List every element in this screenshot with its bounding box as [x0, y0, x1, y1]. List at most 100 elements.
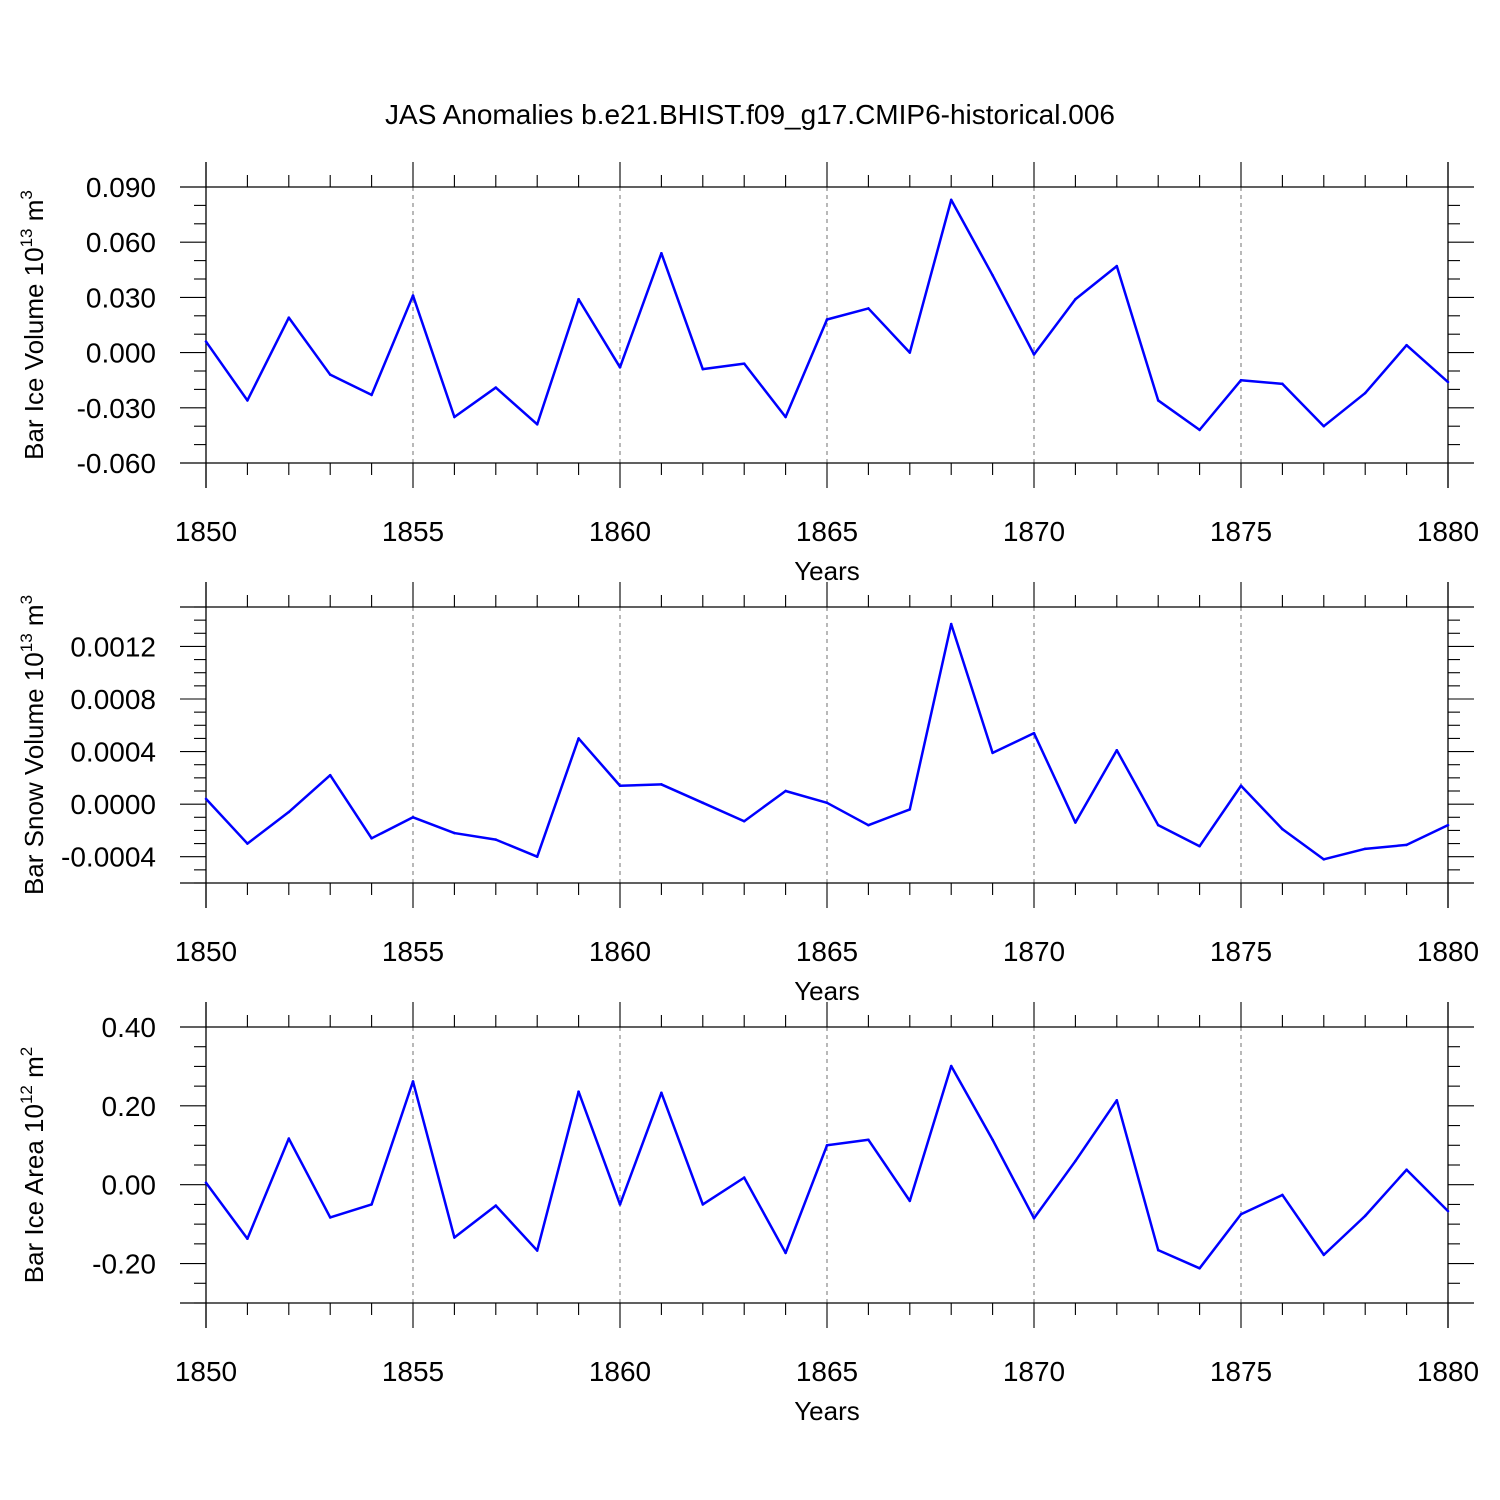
data-point	[825, 801, 829, 805]
series-line-segment	[204, 340, 249, 402]
data-point	[1032, 353, 1036, 356]
series-line-segment	[908, 622, 953, 811]
x-tick-label: 1880	[1417, 936, 1479, 967]
series-line-segment	[949, 622, 994, 755]
data-point	[701, 1203, 704, 1206]
series-line-segment	[1032, 297, 1077, 356]
data-point	[246, 842, 249, 845]
series-line-segment	[618, 1091, 663, 1206]
data-point	[453, 415, 456, 419]
data-point	[991, 1138, 994, 1141]
series-line-segment	[1239, 378, 1284, 386]
series-line-segment	[660, 251, 705, 371]
data-point	[287, 810, 290, 814]
series-line-segment	[370, 294, 415, 397]
series-line-segment	[867, 1138, 912, 1203]
series-line-segment	[825, 307, 870, 321]
data-point	[1281, 827, 1284, 831]
data-point	[1405, 1168, 1408, 1171]
series-line-segment	[991, 1138, 1036, 1220]
data-point	[1405, 344, 1408, 347]
x-tick-label: 1880	[1417, 516, 1479, 547]
series-line-segment	[867, 307, 912, 354]
series-line-segment	[287, 316, 332, 376]
series-line-segment	[742, 1176, 787, 1255]
data-point	[1074, 1159, 1077, 1163]
data-point	[1198, 845, 1201, 848]
x-tick-label: 1870	[1003, 1356, 1065, 1387]
x-tick-label: 1850	[175, 1356, 237, 1387]
data-point	[494, 386, 497, 389]
figure-title: JAS Anomalies b.e21.BHIST.f09_g17.CMIP6-…	[385, 99, 1115, 130]
series-line-segment	[825, 801, 870, 827]
x-tick-label: 1880	[1417, 1356, 1479, 1387]
panel-3: -0.20 0.00 0.20 0.40 1850 1855 1860 1865 1870 187…	[17, 1002, 1479, 1426]
data-point	[329, 774, 332, 777]
data-point	[867, 1138, 870, 1141]
data-point	[825, 318, 829, 321]
y-tick-label: 0.0012	[70, 631, 156, 662]
data-point	[908, 351, 911, 354]
series-line-segment	[1074, 749, 1119, 824]
series-line-segment	[535, 297, 580, 426]
data-point	[577, 298, 580, 301]
series-line-segment	[1032, 731, 1077, 824]
series-line-segment	[660, 783, 705, 805]
series-line-segment	[742, 362, 787, 419]
series-line-segment	[328, 1203, 373, 1219]
y-axis-label-unit-exponent: 3	[17, 595, 36, 604]
x-tick-label: 1860	[589, 936, 651, 967]
x-tick-label: 1850	[175, 936, 237, 967]
series-line-segment	[328, 373, 373, 397]
x-tick-label: 1870	[1003, 516, 1065, 547]
x-tick-label: 1860	[589, 516, 651, 547]
series-line-segment	[784, 1144, 829, 1255]
series-line-segment	[1281, 827, 1326, 861]
y-tick-label: -0.060	[77, 448, 156, 479]
x-tick-label: 1855	[382, 936, 444, 967]
series-line-segment	[1074, 1099, 1119, 1163]
data-point	[618, 1203, 622, 1206]
x-axis-label: Years	[794, 556, 860, 586]
data-point	[577, 737, 580, 740]
data-point	[1115, 749, 1119, 752]
data-point	[1364, 1214, 1367, 1218]
data-point	[494, 1204, 497, 1207]
series-line-segment	[246, 316, 291, 402]
data-point	[1239, 1213, 1243, 1216]
series-line-segment	[494, 386, 539, 426]
data-point	[784, 789, 787, 793]
series-line-segment	[1405, 823, 1450, 847]
data-point	[1198, 1267, 1201, 1270]
series-line-segment	[287, 1137, 332, 1219]
series-line-segment	[701, 362, 746, 371]
series-line-segment	[411, 816, 456, 835]
data-point	[329, 1216, 332, 1219]
y-tick-label: 0.00	[102, 1170, 157, 1201]
data-point	[577, 1090, 580, 1093]
series-line-segment	[1198, 784, 1243, 848]
data-point	[204, 340, 208, 343]
data-point	[453, 1236, 456, 1239]
y-tick-label: 0.0008	[70, 684, 156, 715]
series-line-segment	[1115, 264, 1160, 402]
y-axis-label-text: Bar Snow Volume 10	[19, 652, 49, 895]
series-line-segment	[701, 1176, 746, 1206]
series-line-segment	[370, 816, 415, 840]
x-tick-label: 1865	[796, 516, 858, 547]
y-tick-label: -0.0004	[61, 842, 156, 873]
y-axis-label-unit-exponent: 2	[17, 1047, 36, 1056]
series-line-segment	[1281, 382, 1326, 428]
data-point	[1157, 1248, 1160, 1252]
y-axis-label-unit-exponent: 3	[17, 190, 36, 199]
data-point	[204, 797, 208, 801]
data-point	[1281, 382, 1284, 386]
data-point	[701, 801, 704, 805]
series-line-segment	[1363, 1168, 1408, 1218]
data-point	[784, 415, 787, 419]
series-line-segment	[1074, 264, 1119, 301]
data-point	[660, 252, 663, 255]
panel-2: -0.0004 0.0000 0.0004 0.0008 0.0012 1850 1855 1…	[17, 582, 1479, 1006]
data-point	[950, 198, 953, 202]
series-line-segment	[1322, 1214, 1367, 1257]
